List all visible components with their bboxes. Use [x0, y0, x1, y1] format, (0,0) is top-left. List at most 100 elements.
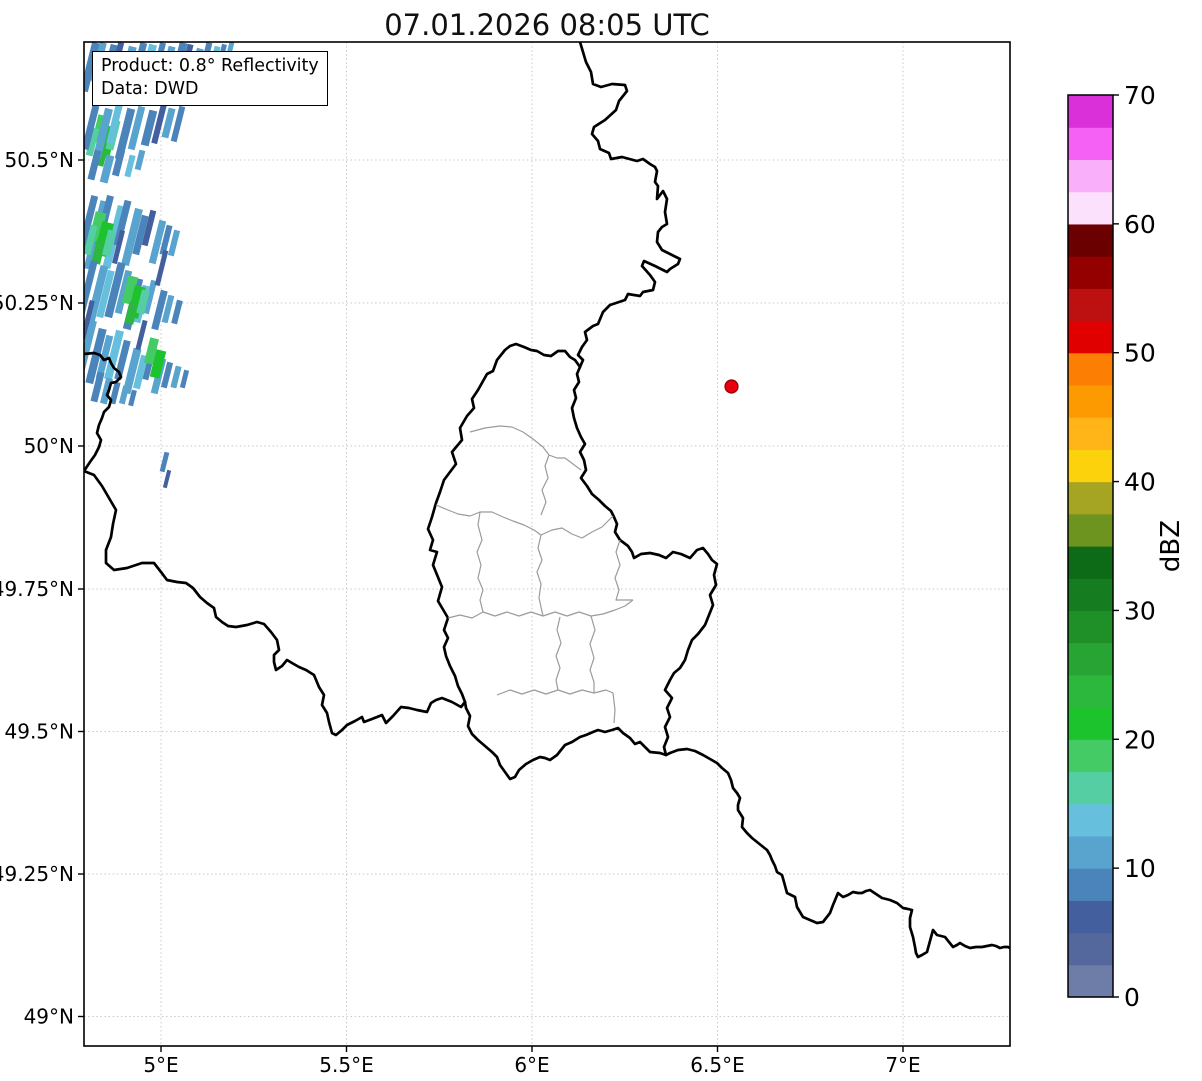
colorbar-tick-label: 40: [1124, 468, 1156, 497]
product-info-box: Product: 0.8° Reflectivity Data: DWD: [92, 51, 328, 106]
colorbar-tick-label: 10: [1124, 854, 1156, 883]
radar-echo-cell: [151, 103, 167, 145]
radar-echo-cell: [106, 103, 123, 145]
colorbar-unit-label: dBZ: [1156, 519, 1186, 573]
colorbar: 0 10 20 30 40 50 60 70: [1067, 81, 1156, 1012]
radar-echo-cell: [142, 279, 158, 315]
radar-echo-cell: [109, 381, 121, 405]
radar-echo-cell: [135, 319, 148, 351]
radar-echo-cell: [91, 239, 106, 265]
colorbar-cell: [1068, 546, 1113, 579]
radar-echo-cell: [148, 219, 167, 265]
radar-echo-cell: [132, 354, 149, 390]
colorbar-cell: [1068, 674, 1113, 708]
radar-echo-cell: [87, 149, 102, 181]
colorbar-cell: [1068, 127, 1113, 161]
colorbar-cell: [1068, 771, 1113, 805]
colorbar-cell: [1068, 900, 1113, 934]
colorbar-cell: [1068, 481, 1113, 515]
colorbar-tick-label: 20: [1124, 725, 1156, 754]
x-tick-label: 6.5°E: [690, 1053, 744, 1077]
colorbar-cell: [1068, 642, 1113, 676]
y-tick-label: 50.25°N: [0, 291, 74, 315]
colorbar-cell: [1068, 513, 1113, 547]
radar-echo-cell: [96, 269, 115, 319]
colorbar-tick-label: 50: [1124, 339, 1156, 368]
colorbar-cell: [1068, 288, 1113, 322]
radar-echo-cell: [114, 107, 136, 161]
graticule-gridlines: [84, 42, 1010, 1046]
radar-echo-cell: [154, 249, 169, 287]
colorbar-cell: [1068, 578, 1113, 612]
france-germany-border: [664, 747, 1010, 959]
y-tick-label: 49.75°N: [0, 577, 74, 601]
radar-echo-cell: [113, 199, 132, 247]
colorbar-frame: [1067, 94, 1114, 998]
radar-echo-cell: [159, 451, 170, 473]
colorbar-cell: [1068, 191, 1113, 225]
colorbar-tick-label: 0: [1124, 983, 1140, 1012]
radar-echo-cell: [159, 224, 173, 256]
colorbar-cell: [1068, 835, 1113, 869]
colorbar-cell: [1068, 417, 1113, 450]
colorbar-cell: [1068, 964, 1113, 998]
x-tick-label: 5°E: [143, 1053, 178, 1077]
radar-echo-cell: [84, 319, 97, 371]
colorbar-cell: [1068, 159, 1113, 193]
radar-echo-cell: [84, 104, 100, 151]
radar-echo-cell: [84, 224, 98, 256]
colorbar-cell: [1068, 352, 1113, 386]
radar-site-marker: [724, 379, 739, 394]
colorbar-cell: [1068, 610, 1113, 644]
y-tick-label: 49.5°N: [5, 720, 75, 744]
colorbar-cell: [1068, 384, 1113, 418]
x-tick-label: 7°E: [885, 1053, 920, 1077]
colorbar-tick-label: 30: [1124, 596, 1156, 625]
radar-echo-cell: [101, 229, 117, 257]
radar-echo-cell: [161, 107, 176, 139]
france-belgium-border: [84, 351, 467, 737]
radar-echo-cell: [122, 347, 142, 395]
country-borders: [84, 42, 1010, 959]
figure-title: 07.01.2026 08:05 UTC: [384, 8, 710, 42]
colorbar-cell: [1068, 95, 1113, 128]
radar-echo-cell: [171, 299, 183, 325]
radar-echo-cell: [167, 229, 181, 257]
radar-echo-cell: [124, 301, 139, 325]
radar-echo-cell: [84, 259, 98, 317]
y-tick-label: 50°N: [24, 434, 74, 458]
colorbar-cell: [1068, 803, 1113, 837]
radar-echo-cell: [85, 127, 100, 157]
radar-echo-cell: [118, 385, 130, 405]
radar-echo-cell: [121, 207, 143, 267]
radar-echo-cell: [170, 105, 186, 143]
colorbar-tick-label: 70: [1124, 81, 1156, 110]
map-frame: [83, 41, 1011, 1047]
radar-echo-cell: [140, 109, 158, 147]
radar-echo-cell: [170, 365, 182, 389]
colorbar-cell: [1068, 932, 1113, 966]
radar-echo-cell: [141, 209, 157, 247]
radar-echo-cell: [90, 371, 105, 403]
y-tick-label: 49.25°N: [0, 862, 74, 886]
radar-echo-cell: [134, 149, 146, 171]
axis-ticks-and-labels: 5°E 5.5°E 6°E 6.5°E 7°E 50.5°N 50.25°N 50°N 49.7…: [0, 148, 921, 1077]
radar-echo-cell: [84, 299, 95, 341]
data-source-line: Data: DWD: [101, 79, 199, 99]
radar-echo-cell: [136, 289, 150, 315]
colorbar-tick-label: 60: [1124, 210, 1156, 239]
radar-echo-cell: [124, 154, 136, 178]
radar-echo-cell: [84, 195, 99, 255]
radar-echo-cell: [104, 261, 126, 319]
colorbar-cell: [1068, 739, 1113, 773]
radar-echo-cell: [111, 229, 126, 265]
radar-echo-cell: [99, 154, 115, 184]
luxembourg-canton-boundaries: [435, 425, 634, 724]
radar-echo-cell: [127, 105, 146, 151]
y-tick-label: 49°N: [24, 1005, 74, 1029]
radar-echo-cell: [104, 329, 124, 381]
radar-echo-cell: [149, 349, 167, 379]
radar-echo-cell: [85, 327, 107, 385]
